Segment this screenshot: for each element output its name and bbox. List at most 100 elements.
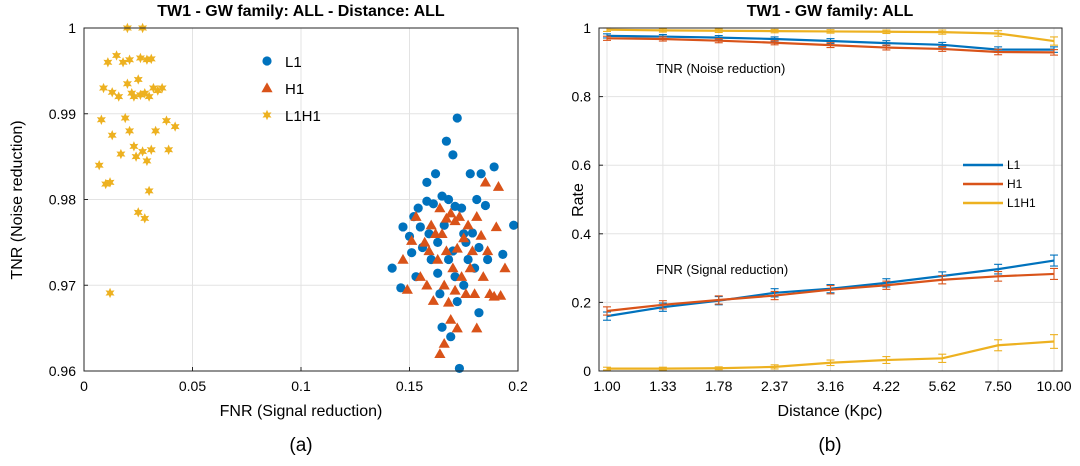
- scatter-point-l1: [430, 169, 441, 179]
- error-bar-l1-fnr: [1050, 254, 1058, 267]
- scatter-point-h1: [414, 271, 426, 281]
- scatter-y-tick-label: 0.99: [49, 106, 76, 122]
- scatter-point-l1h1: [122, 78, 132, 89]
- scatter-point-h1: [419, 236, 431, 247]
- error-bar-h1-fnr: [882, 280, 891, 290]
- scatter-point-h1: [438, 279, 450, 290]
- line-x-tick-label: 1.33: [649, 378, 676, 394]
- line-y-tick-label: 0: [583, 363, 591, 379]
- scatter-point-l1: [443, 194, 454, 205]
- error-bar-l1h1-fnr: [994, 339, 1003, 352]
- scatter-point-l1h1: [94, 160, 104, 171]
- scatter-point-l1h1: [112, 50, 122, 61]
- scatter-point-h1: [442, 296, 455, 307]
- scatter-point-l1h1: [133, 74, 143, 85]
- scatter-point-h1: [434, 202, 446, 213]
- scatter-point-l1h1: [146, 53, 156, 65]
- legend-label-l1h1: L1H1: [1007, 196, 1036, 210]
- scatter-point-l1: [443, 254, 454, 265]
- scatter-point-l1h1: [161, 115, 171, 126]
- scatter-point-h1: [406, 235, 418, 245]
- scatter-point-l1: [413, 203, 423, 213]
- scatter-point-l1h1: [138, 146, 148, 157]
- scatter-point-h1: [421, 279, 433, 290]
- scatter-point-l1h1: [103, 57, 113, 68]
- scatter-point-l1h1: [144, 185, 154, 197]
- scatter-point-h1: [499, 262, 511, 273]
- line-chart: 1.00 1.33 1.78 2.37 3.16 4.22 5.62 7.50 10.00 0 0.…: [570, 3, 1072, 456]
- scatter-x-tick-label: 0.15: [396, 378, 423, 394]
- error-bar-h1-tnr: [994, 48, 1003, 56]
- error-bar-h1-fnr: [770, 290, 779, 301]
- caption-a: (a): [289, 435, 312, 456]
- scatter-point-h1: [449, 284, 461, 295]
- scatter-point-h1: [462, 219, 474, 230]
- line-x-tick-label: 5.62: [929, 378, 956, 394]
- error-bar-h1-tnr: [938, 45, 947, 52]
- error-bar-h1-tnr: [603, 35, 611, 41]
- scatter-point-l1: [428, 199, 438, 209]
- scatter-point-l1h1: [105, 177, 115, 188]
- scatter-x-tick-label: 0.2: [508, 378, 528, 394]
- scatter-point-h1: [466, 245, 479, 256]
- line-y-tick-label: 0.6: [572, 157, 592, 173]
- error-bar-l1h1-fnr: [603, 366, 611, 371]
- line-x-tick-label: 3.16: [817, 378, 844, 394]
- line-plot-frame: [598, 27, 1063, 372]
- scatter-point-l1h1: [125, 125, 135, 137]
- scatter-point-l1h1: [107, 129, 117, 141]
- scatter-point-h1: [455, 271, 468, 281]
- scatter-point-h1: [425, 219, 437, 230]
- scatter-point-l1h1: [127, 87, 137, 99]
- scatter-point-h1: [490, 221, 502, 232]
- scatter-point-h1: [432, 253, 444, 264]
- scatter-point-l1h1: [118, 57, 128, 68]
- scatter-point-l1: [433, 237, 443, 247]
- scatter-point-h1: [453, 211, 466, 221]
- line-tick-labels: 1.00 1.33 1.78 2.37 3.16 4.22 5.62 7.50 10.00 0 0.…: [572, 20, 1072, 394]
- scatter-point-l1: [474, 308, 484, 318]
- line-x-tick-label: 1.78: [705, 378, 732, 394]
- error-bar-l1h1-tnr: [994, 30, 1003, 37]
- scatter-point-l1: [446, 332, 456, 342]
- scatter-point-l1h1: [140, 213, 150, 224]
- scatter-point-l1: [439, 220, 449, 230]
- scatter-point-l1: [465, 169, 475, 179]
- line-y-tick-label: 1: [583, 20, 591, 36]
- scatter-point-h1: [434, 348, 446, 359]
- scatter-point-l1: [435, 289, 445, 299]
- scatter-y-tick-label: 1: [68, 20, 76, 36]
- line-x-tick-label: 2.37: [761, 378, 788, 394]
- line-y-tick-label: 0.4: [572, 226, 592, 242]
- line-marks: [603, 27, 1058, 371]
- error-bar-h1-fnr: [714, 295, 723, 305]
- error-bar-h1-fnr: [938, 275, 947, 285]
- scatter-point-h1: [438, 337, 450, 348]
- scatter-point-h1: [410, 211, 422, 221]
- legend-marker-l1h1: [262, 109, 272, 121]
- error-bar-h1-tnr: [658, 36, 667, 42]
- scatter-point-h1: [451, 242, 463, 253]
- scatter-point-h1: [475, 229, 487, 240]
- scatter-point-l1h1: [157, 82, 167, 94]
- error-bar-l1h1-tnr: [714, 28, 723, 34]
- scatter-x-tick-label: 0.05: [179, 378, 206, 394]
- scatter-point-l1h1: [151, 125, 161, 137]
- scatter-point-h1: [482, 245, 494, 256]
- scatter-point-h1: [423, 245, 435, 256]
- tnr-annotation: TNR (Noise reduction): [656, 61, 785, 76]
- legend-label-h1: H1: [1007, 177, 1023, 191]
- scatter-point-h1: [464, 262, 476, 273]
- scatter-point-l1h1: [105, 287, 115, 299]
- scatter-marks: [94, 22, 519, 374]
- scatter-point-l1: [407, 248, 417, 258]
- scatter-point-l1: [509, 220, 519, 230]
- scatter-point-l1h1: [107, 87, 117, 98]
- scatter-point-l1: [398, 222, 408, 232]
- line-x-tick-label: 1.00: [593, 378, 620, 394]
- line-title: TW1 - GW family: ALL: [747, 3, 914, 20]
- legend-marker-l1: [262, 56, 272, 66]
- scatter-point-l1: [441, 136, 451, 146]
- scatter-point-h1: [495, 289, 507, 300]
